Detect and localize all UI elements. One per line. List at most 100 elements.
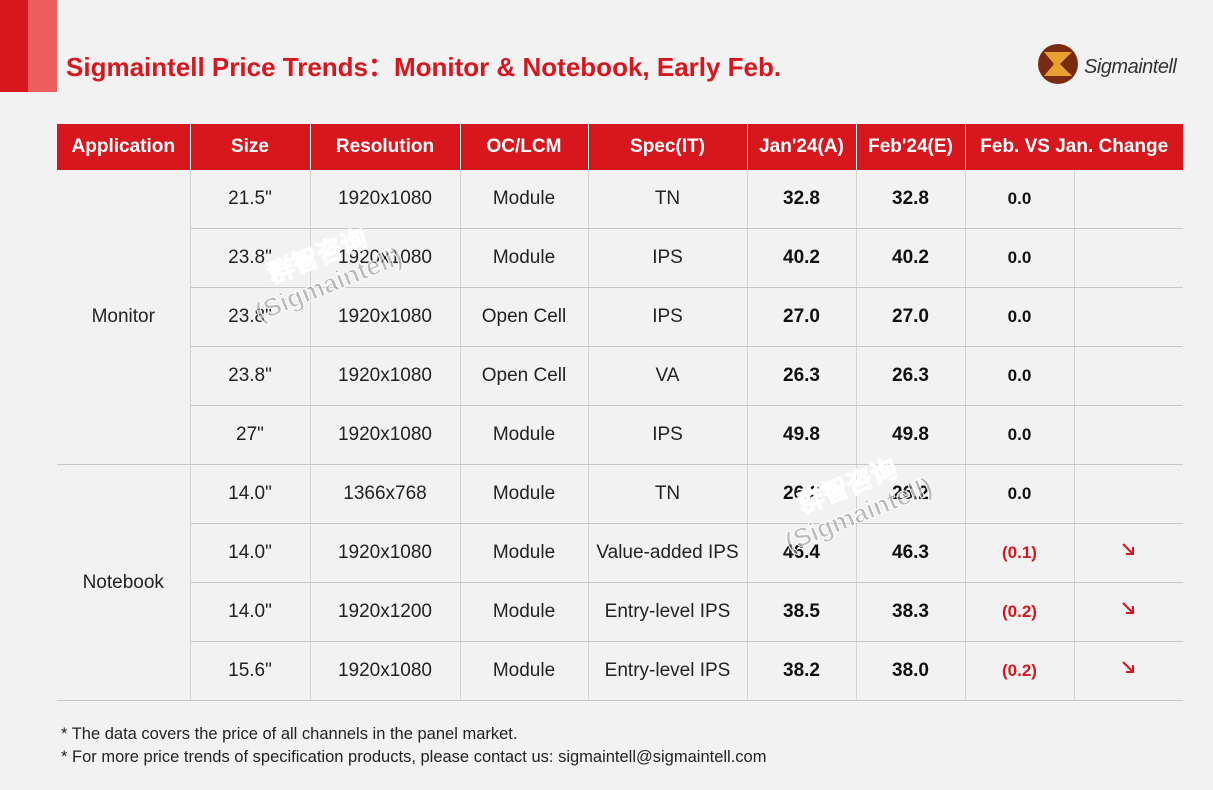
column-header: Application	[57, 124, 191, 170]
title: Sigmaintell Price Trends：Monitor & Noteb…	[66, 52, 782, 82]
table-cell: 38.2	[747, 641, 857, 701]
down-arrow	[1122, 661, 1134, 673]
logo-text: Sigmaintell	[1084, 56, 1177, 78]
table-cell: IPS	[588, 228, 748, 288]
trend-cell	[1074, 464, 1183, 524]
table-cell: 1920x1080	[310, 523, 461, 583]
table-cell: 15.6"	[190, 641, 311, 701]
column-header: Jan'24(A)	[747, 124, 857, 170]
table-cell: Value-added IPS	[588, 523, 748, 583]
table-row: Monitor 21.5" 1920x1080 Module TN 32.8 32.8 0.0	[57, 170, 1183, 465]
price-table: Application Size Resolution OC/LCM Spec(IT) J…	[57, 124, 1183, 701]
table-row: 15.6" 1920x1080 Module Entry-level IPS 38.2 3…	[57, 641, 1183, 701]
table-row: 14.0" 1920x1080 Module Value-added IPS 46.4 4…	[57, 523, 1183, 583]
header-row: Application Size Resolution OC/LCM Spec(IT) J…	[57, 124, 1183, 170]
table-cell: 1920x1200	[310, 582, 461, 642]
table-cell: 0.0	[965, 346, 1075, 406]
table-cell: 0.0	[965, 228, 1075, 288]
table-cell: (0.1)	[965, 523, 1075, 583]
table-cell: Module	[460, 405, 589, 465]
table-row: 14.0" 1920x1200 Module Entry-level IPS 38.5 3…	[57, 582, 1183, 642]
footnote: * The data covers the price of all chann…	[61, 725, 518, 743]
trend-cell	[1074, 641, 1183, 701]
table-cell: 32.8	[747, 170, 857, 229]
table-cell: 1366x768	[310, 464, 461, 524]
down-arrow	[1122, 602, 1134, 614]
table-cell: 0.0	[965, 170, 1075, 229]
table-cell: 23.8"	[190, 228, 311, 288]
footnotes: * The data covers the price of all chann…	[61, 723, 766, 769]
table-cell: 26.3	[856, 346, 966, 406]
table-cell: 49.8	[747, 405, 857, 465]
table-cell: Module	[460, 641, 589, 701]
trend-cell	[1074, 405, 1183, 465]
trend-cell	[1074, 346, 1183, 406]
table-cell: 27.0	[747, 287, 857, 347]
table-cell: Module	[460, 464, 589, 524]
application-cell: Monitor	[57, 170, 191, 465]
column-header: Spec(IT)	[588, 124, 748, 170]
table-cell: (0.2)	[965, 641, 1075, 701]
table-cell: 14.0"	[190, 464, 311, 524]
table-cell: 1920x1080	[310, 287, 461, 347]
table-body: Monitor 21.5" 1920x1080 Module TN 32.8 32.8 0.0…	[57, 170, 1183, 701]
header-bar	[0, 0, 28, 92]
table-cell: 26.3	[747, 346, 857, 406]
table-cell: 27"	[190, 405, 311, 465]
table-cell: 40.2	[747, 228, 857, 288]
table-cell: 1920x1080	[310, 170, 461, 229]
table-cell: 26.2	[747, 464, 857, 524]
table-cell: Open Cell	[460, 287, 589, 347]
table-cell: IPS	[588, 405, 748, 465]
table-cell: 26.2	[856, 464, 966, 524]
table-cell: 49.8	[856, 405, 966, 465]
footnote: * For more price trends of specification…	[61, 748, 767, 766]
table-row: 27" 1920x1080 Module IPS 49.8 49.8 0.0	[57, 405, 1183, 465]
table-cell: TN	[588, 170, 748, 229]
header-bar	[28, 0, 57, 92]
table-cell: 40.2	[856, 228, 966, 288]
table-cell: 46.3	[856, 523, 966, 583]
table-cell: Entry-level IPS	[588, 641, 748, 701]
table-cell: 1920x1080	[310, 346, 461, 406]
table-cell: 23.8"	[190, 346, 311, 406]
down-arrow	[1122, 543, 1134, 555]
column-header: OC/LCM	[460, 124, 589, 170]
table-row: 23.8" 1920x1080 Module IPS 40.2 40.2 0.0	[57, 228, 1183, 288]
application-cell: Notebook	[57, 464, 191, 701]
table-cell: 38.5	[747, 582, 857, 642]
column-header: Resolution	[310, 124, 461, 170]
column-header: Size	[190, 124, 311, 170]
table-row: 23.8" 1920x1080 Open Cell VA 26.3 26.3 0.0	[57, 346, 1183, 406]
trend-cell	[1074, 582, 1183, 642]
table-cell: Entry-level IPS	[588, 582, 748, 642]
trend-cell	[1074, 170, 1183, 229]
table-cell: (0.2)	[965, 582, 1075, 642]
logo-icon	[1038, 44, 1078, 84]
table-cell: VA	[588, 346, 748, 406]
table-cell: IPS	[588, 287, 748, 347]
table-cell: 1920x1080	[310, 228, 461, 288]
table-cell: Module	[460, 582, 589, 642]
table-cell: TN	[588, 464, 748, 524]
table-cell: Module	[460, 523, 589, 583]
trend-cell	[1074, 228, 1183, 288]
table-cell: Open Cell	[460, 346, 589, 406]
table-cell: Module	[460, 228, 589, 288]
table-cell: Module	[460, 170, 589, 229]
table-cell: 23.8"	[190, 287, 311, 347]
table-cell: 32.8	[856, 170, 966, 229]
column-header: Feb. VS Jan. Change	[965, 124, 1183, 170]
table-cell: 1920x1080	[310, 641, 461, 701]
table-cell: 0.0	[965, 405, 1075, 465]
table-cell: 27.0	[856, 287, 966, 347]
trend-cell	[1074, 523, 1183, 583]
table-cell: 38.3	[856, 582, 966, 642]
column-header: Feb'24(E)	[856, 124, 966, 170]
table-cell: 0.0	[965, 464, 1075, 524]
table-cell: 14.0"	[190, 582, 311, 642]
table-cell: 0.0	[965, 287, 1075, 347]
table-cell: 21.5"	[190, 170, 311, 229]
table-row: Notebook 14.0" 1366x768 Module TN 26.2 26.2 0.0	[57, 464, 1183, 701]
